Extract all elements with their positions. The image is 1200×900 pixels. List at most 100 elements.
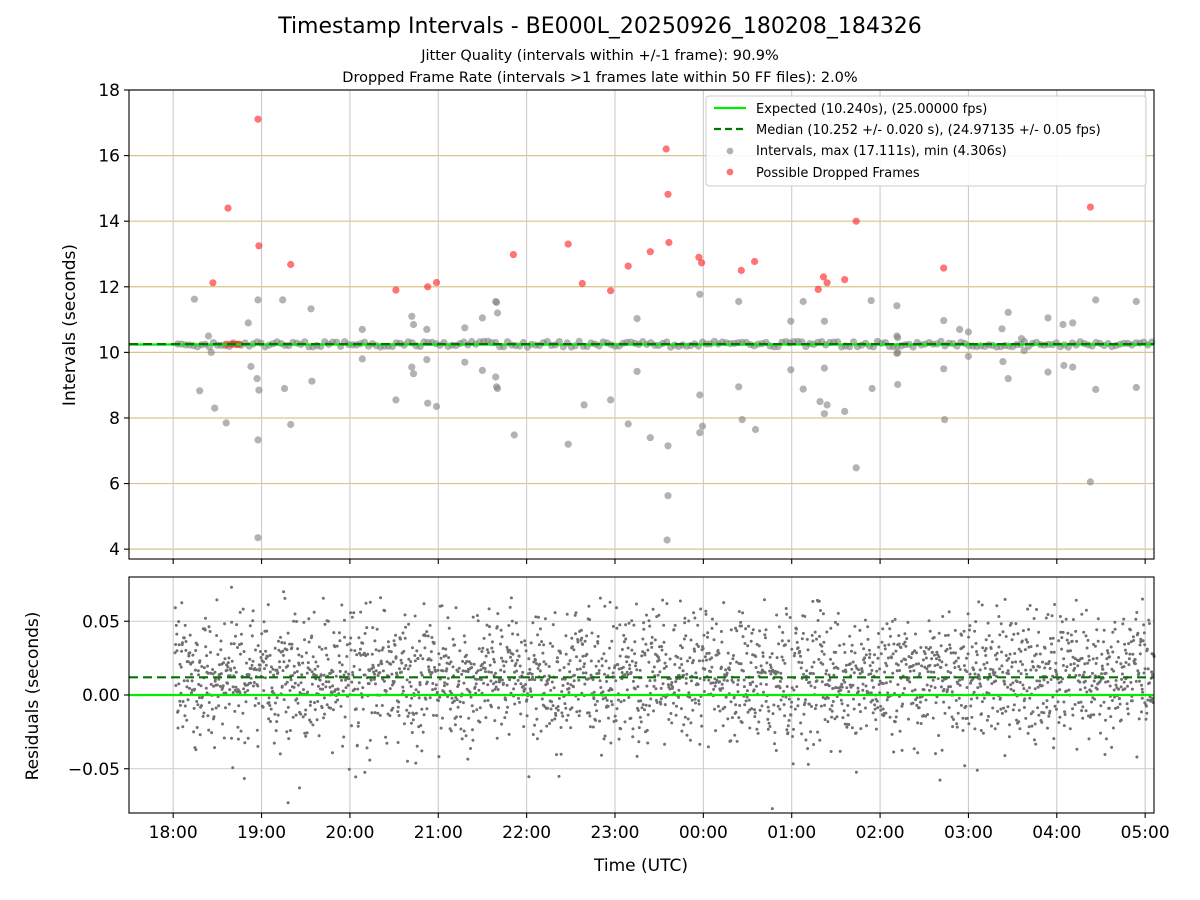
residual-point xyxy=(792,688,796,692)
residual-point xyxy=(614,719,618,723)
residual-point xyxy=(314,660,318,664)
residual-point xyxy=(976,686,980,690)
residual-point xyxy=(420,749,424,753)
residual-point xyxy=(198,659,202,663)
residual-point xyxy=(373,639,377,643)
residual-point xyxy=(193,668,197,672)
residual-point xyxy=(594,664,598,668)
residual-point xyxy=(461,659,465,663)
residual-point xyxy=(540,640,544,644)
residual-point xyxy=(286,705,290,709)
residual-point xyxy=(653,638,657,642)
residual-point xyxy=(764,636,767,640)
residual-point xyxy=(349,636,353,640)
bottom-xtick-label: 02:00 xyxy=(856,823,905,843)
residual-point xyxy=(985,718,989,722)
residual-point xyxy=(1008,723,1011,727)
bottom-xtick-label: 20:00 xyxy=(325,823,374,843)
residual-point xyxy=(712,687,716,691)
residual-point xyxy=(239,652,242,656)
residual-point xyxy=(210,707,214,711)
residual-point xyxy=(954,651,957,655)
residual-point xyxy=(869,672,873,676)
residual-point xyxy=(1050,614,1054,618)
residual-point xyxy=(554,713,558,717)
residual-point xyxy=(1082,630,1086,634)
residual-point xyxy=(1092,642,1095,646)
residual-point xyxy=(1034,668,1038,672)
residual-point xyxy=(865,724,868,728)
bottom-ytick-label: −0.05 xyxy=(68,760,120,780)
residual-point xyxy=(907,717,910,721)
residual-point xyxy=(998,667,1002,671)
residual-point xyxy=(768,663,772,667)
residual-point xyxy=(820,649,824,653)
residual-point xyxy=(455,698,459,702)
residual-point xyxy=(567,687,571,690)
residual-point xyxy=(766,705,770,709)
residual-point xyxy=(885,664,889,668)
residual-point xyxy=(675,704,678,708)
interval-point xyxy=(493,309,502,317)
residual-point xyxy=(645,728,649,732)
residual-point xyxy=(556,660,560,664)
residual-point xyxy=(258,663,262,667)
residual-point xyxy=(396,710,400,714)
residual-point xyxy=(734,703,738,707)
residual-point xyxy=(190,679,194,683)
residual-point xyxy=(600,753,603,757)
residual-point xyxy=(392,680,396,684)
residual-point xyxy=(611,624,615,628)
residual-point xyxy=(932,670,936,674)
residual-point xyxy=(643,653,647,657)
residual-point xyxy=(753,715,757,719)
residual-point xyxy=(900,704,904,708)
interval-point xyxy=(408,312,416,320)
residual-point xyxy=(517,654,521,658)
residual-point xyxy=(374,682,377,686)
residual-point xyxy=(252,681,256,684)
residual-point xyxy=(462,634,466,638)
dropped-frame-point xyxy=(819,273,828,281)
residual-point xyxy=(359,653,363,657)
residual-point xyxy=(994,679,998,683)
residual-point xyxy=(341,689,345,693)
residual-point xyxy=(975,650,978,653)
residual-point xyxy=(588,714,592,718)
residual-point xyxy=(800,637,804,641)
residual-point xyxy=(978,677,982,681)
residual-point xyxy=(722,678,726,682)
residual-point xyxy=(555,656,559,660)
residual-point xyxy=(340,663,344,667)
residual-point xyxy=(1035,608,1038,611)
residual-point xyxy=(1062,724,1066,728)
residual-point xyxy=(987,634,991,638)
residual-point xyxy=(1041,660,1044,664)
residual-point xyxy=(331,684,335,688)
residual-point xyxy=(1017,708,1021,712)
residual-point xyxy=(1086,661,1090,665)
residual-point xyxy=(1050,642,1054,646)
interval-point xyxy=(696,290,704,298)
residual-point xyxy=(1057,721,1061,724)
residual-point xyxy=(977,675,981,678)
residual-point xyxy=(1047,660,1051,663)
interval-point xyxy=(253,375,261,383)
residual-point xyxy=(747,698,751,702)
residual-point xyxy=(1005,658,1009,662)
residual-point xyxy=(1084,608,1088,612)
residual-point xyxy=(429,658,433,662)
residual-point xyxy=(1028,604,1032,607)
residual-point xyxy=(269,707,273,711)
residual-point xyxy=(366,652,370,656)
residual-point xyxy=(648,624,652,628)
residual-point xyxy=(184,648,188,652)
residual-point xyxy=(672,628,676,632)
residual-point xyxy=(956,711,960,715)
residual-point xyxy=(937,631,941,635)
residual-point xyxy=(686,659,689,663)
residual-point xyxy=(713,684,717,688)
residual-point xyxy=(200,665,204,668)
residual-point xyxy=(619,700,623,704)
residual-point xyxy=(647,619,651,623)
